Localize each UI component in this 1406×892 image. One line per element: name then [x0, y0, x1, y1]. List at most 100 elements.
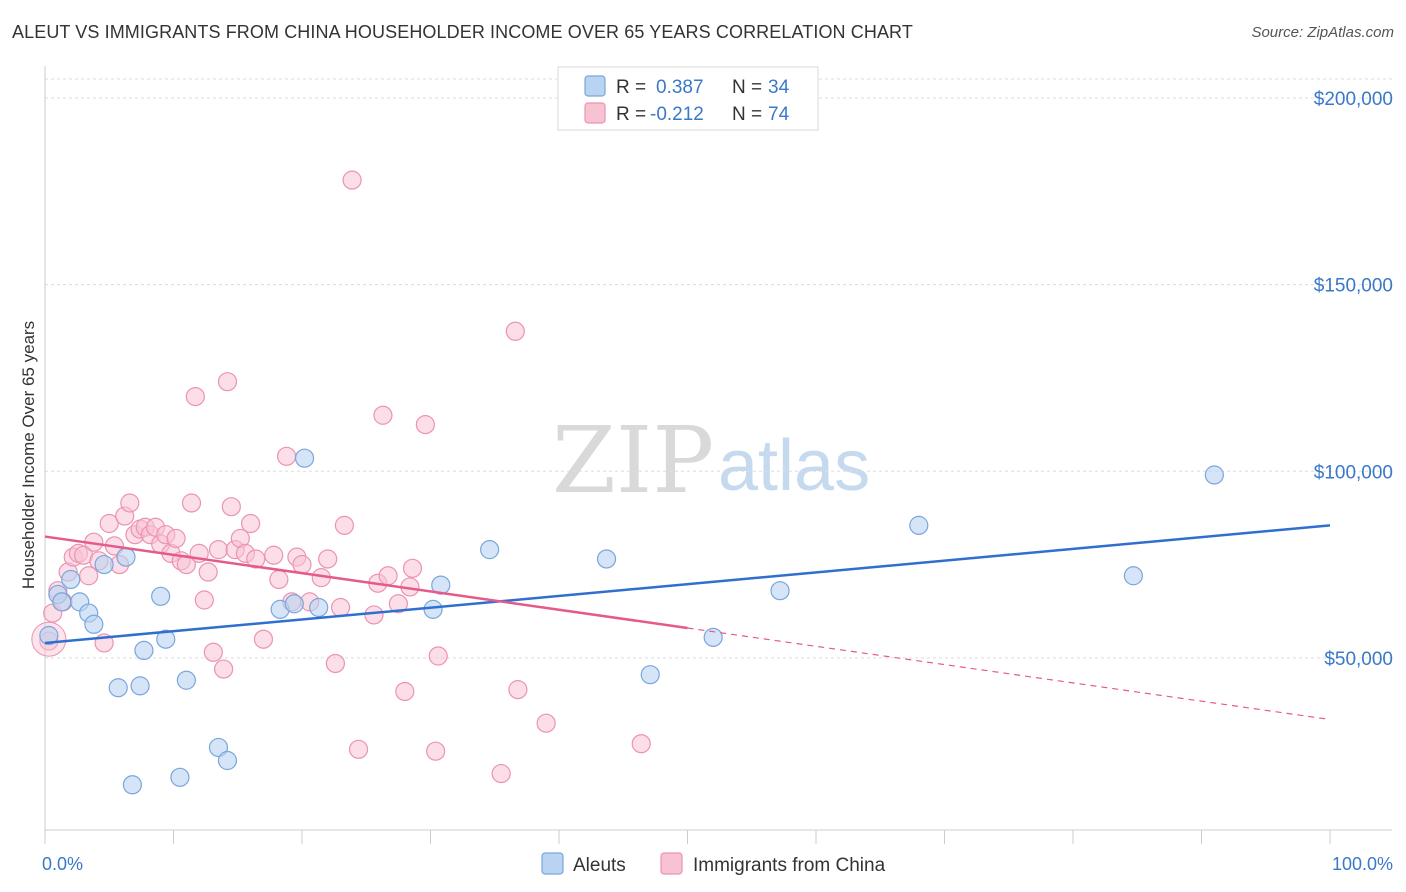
- point-china: [395, 681, 415, 702]
- watermark-zip: ZIP: [552, 407, 714, 514]
- point-aleut: [134, 640, 154, 661]
- legend-n-value-china: 74: [768, 104, 790, 125]
- legend-bottom: Aleuts Immigrants from China: [541, 852, 886, 876]
- point-aleut: [284, 594, 304, 614]
- bottom-legend-label-china: Immigrants from China: [693, 855, 886, 876]
- y-tick-label: $100,000: [1314, 462, 1393, 483]
- trend-line-china-extrapolated: [687, 627, 1331, 721]
- point-aleut: [176, 670, 196, 690]
- point-aleut: [309, 597, 329, 618]
- point-aleut: [108, 678, 128, 698]
- point-china: [198, 562, 218, 582]
- point-aleut: [480, 540, 500, 560]
- legend-swatch-aleuts: [584, 75, 606, 97]
- legend-r-value-china: -0.212: [650, 104, 704, 125]
- legend-r-value-aleuts: 0.387: [656, 77, 704, 98]
- point-china: [253, 629, 274, 649]
- point-china: [264, 545, 284, 565]
- point-aleut: [94, 554, 114, 575]
- point-china: [276, 446, 297, 466]
- legend-swatch-china: [584, 102, 606, 124]
- y-tick-label: $200,000: [1314, 89, 1393, 110]
- point-china: [388, 594, 408, 614]
- point-china: [428, 646, 448, 666]
- point-china: [269, 569, 289, 590]
- x-tick-label-min: 0.0%: [42, 854, 83, 874]
- point-china: [536, 713, 556, 733]
- x-tick-label-max: 100.0%: [1332, 854, 1393, 874]
- point-china: [214, 659, 234, 679]
- point-china: [378, 566, 398, 586]
- point-china: [342, 170, 362, 190]
- point-aleut: [52, 592, 72, 612]
- point-china: [246, 549, 266, 569]
- bottom-legend-swatch-china: [660, 852, 683, 875]
- point-china: [99, 513, 119, 534]
- point-aleut: [703, 627, 723, 647]
- axis-layer: [44, 66, 1392, 831]
- point-aleut: [208, 737, 229, 758]
- legend-n-label-china: N =: [732, 104, 762, 125]
- point-china: [364, 605, 384, 625]
- point-aleut: [61, 569, 81, 590]
- point-aleut: [909, 515, 929, 535]
- point-china: [194, 590, 214, 610]
- y-tick-label: $150,000: [1314, 276, 1393, 297]
- point-china: [325, 653, 346, 674]
- point-china: [402, 558, 423, 578]
- point-china: [373, 405, 393, 425]
- point-aleut: [84, 614, 104, 634]
- point-china: [415, 414, 435, 435]
- point-china: [318, 549, 338, 569]
- point-aleut: [116, 547, 136, 567]
- point-china: [181, 493, 202, 513]
- point-china: [491, 763, 511, 784]
- point-aleut: [170, 767, 190, 787]
- point-aleut: [130, 676, 150, 696]
- point-aleut: [770, 581, 790, 601]
- legend-r-label-aleuts: R =: [616, 77, 646, 98]
- legend-n-value-aleuts: 34: [768, 77, 790, 98]
- chart-title: ALEUT VS IMMIGRANTS FROM CHINA HOUSEHOLD…: [12, 22, 913, 42]
- trend-line-china: [44, 535, 688, 630]
- point-aleut: [423, 599, 443, 619]
- point-china: [185, 387, 205, 407]
- point-aleut: [1123, 566, 1143, 586]
- point-china: [426, 741, 446, 761]
- bottom-legend-label-aleuts: Aleuts: [573, 855, 626, 876]
- point-china: [508, 680, 528, 700]
- point-china: [334, 515, 355, 535]
- tick-layer: $50,000 $100,000 $150,000 $200,000: [44, 89, 1393, 844]
- point-china: [166, 528, 186, 549]
- legend-r-label-china: R =: [616, 104, 646, 125]
- point-china: [505, 321, 525, 341]
- point-aleut: [39, 625, 59, 646]
- watermark-atlas: atlas: [718, 426, 870, 506]
- point-aleut: [151, 586, 171, 606]
- points-aleuts: [39, 448, 1224, 795]
- point-aleut: [156, 629, 176, 649]
- y-axis-label: Householder Income Over 65 years: [19, 321, 38, 589]
- point-aleut: [122, 775, 142, 795]
- point-china: [217, 372, 238, 392]
- point-china: [241, 513, 261, 534]
- point-china: [631, 734, 651, 754]
- legend-n-label-aleuts: N =: [732, 77, 762, 98]
- point-china: [221, 497, 241, 517]
- point-china: [79, 566, 99, 586]
- point-china: [203, 642, 223, 662]
- bottom-legend-swatch-aleuts: [541, 852, 564, 875]
- point-aleut: [596, 549, 617, 569]
- chart-source: Source: ZipAtlas.com: [1251, 24, 1394, 41]
- point-china: [208, 540, 229, 560]
- point-china: [330, 597, 351, 618]
- point-aleut: [294, 448, 315, 468]
- legend-top: R = 0.387 N = 34 R = -0.212 N = 74: [557, 66, 819, 131]
- point-aleut: [217, 750, 238, 771]
- y-tick-label: $50,000: [1324, 649, 1393, 670]
- grid-layer: [45, 78, 1392, 659]
- point-china: [292, 554, 312, 575]
- point-aleut: [640, 665, 660, 685]
- trend-layer: [44, 524, 1331, 721]
